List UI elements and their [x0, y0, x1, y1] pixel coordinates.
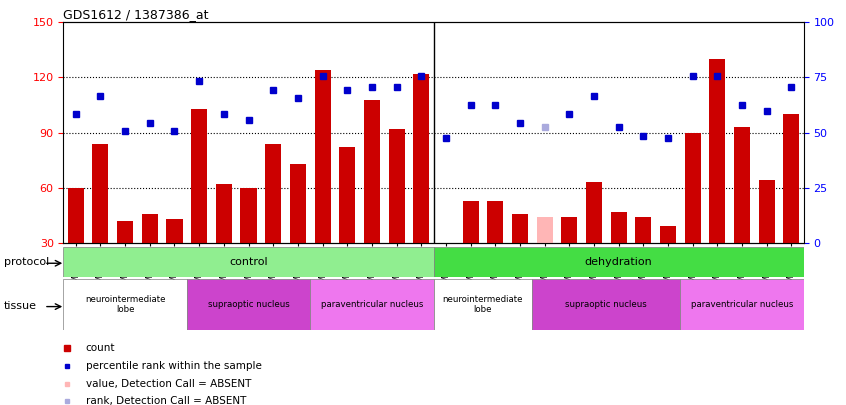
- Bar: [433, 279, 532, 330]
- Text: GDS1612 / 1387386_at: GDS1612 / 1387386_at: [63, 8, 209, 21]
- Bar: [512, 213, 528, 243]
- Bar: [191, 109, 207, 243]
- Bar: [167, 219, 183, 243]
- Bar: [117, 221, 133, 243]
- Text: percentile rank within the sample: percentile rank within the sample: [86, 361, 261, 371]
- Bar: [265, 144, 281, 243]
- Bar: [413, 74, 429, 243]
- Text: neurointermediate
lobe: neurointermediate lobe: [85, 295, 165, 314]
- Bar: [433, 247, 804, 277]
- Bar: [561, 217, 577, 243]
- Text: supraoptic nucleus: supraoptic nucleus: [207, 300, 289, 309]
- Bar: [315, 70, 331, 243]
- Bar: [660, 226, 676, 243]
- Bar: [438, 243, 454, 247]
- Bar: [783, 114, 799, 243]
- Text: value, Detection Call = ABSENT: value, Detection Call = ABSENT: [86, 379, 251, 389]
- Text: dehydration: dehydration: [585, 257, 652, 267]
- Bar: [586, 182, 602, 243]
- Bar: [339, 147, 355, 243]
- Text: count: count: [86, 343, 115, 353]
- Bar: [187, 279, 310, 330]
- Bar: [532, 279, 680, 330]
- Bar: [310, 279, 433, 330]
- Bar: [463, 201, 479, 243]
- Bar: [63, 247, 433, 277]
- Bar: [142, 213, 158, 243]
- Bar: [684, 133, 700, 243]
- Bar: [63, 279, 187, 330]
- Bar: [388, 129, 404, 243]
- Bar: [92, 144, 108, 243]
- Bar: [240, 188, 256, 243]
- Bar: [635, 217, 651, 243]
- Bar: [216, 184, 232, 243]
- Bar: [759, 181, 775, 243]
- Bar: [290, 164, 306, 243]
- Bar: [611, 212, 627, 243]
- Text: paraventricular nucleus: paraventricular nucleus: [321, 300, 423, 309]
- Text: tissue: tissue: [4, 301, 37, 311]
- Text: rank, Detection Call = ABSENT: rank, Detection Call = ABSENT: [86, 396, 246, 405]
- Text: paraventricular nucleus: paraventricular nucleus: [691, 300, 794, 309]
- Text: neurointermediate
lobe: neurointermediate lobe: [442, 295, 523, 314]
- Bar: [68, 188, 84, 243]
- Bar: [680, 279, 804, 330]
- Bar: [734, 127, 750, 243]
- Bar: [536, 217, 552, 243]
- Bar: [364, 100, 380, 243]
- Bar: [487, 201, 503, 243]
- Text: protocol: protocol: [4, 258, 49, 267]
- Text: control: control: [229, 257, 268, 267]
- Bar: [709, 59, 725, 243]
- Text: supraoptic nucleus: supraoptic nucleus: [565, 300, 647, 309]
